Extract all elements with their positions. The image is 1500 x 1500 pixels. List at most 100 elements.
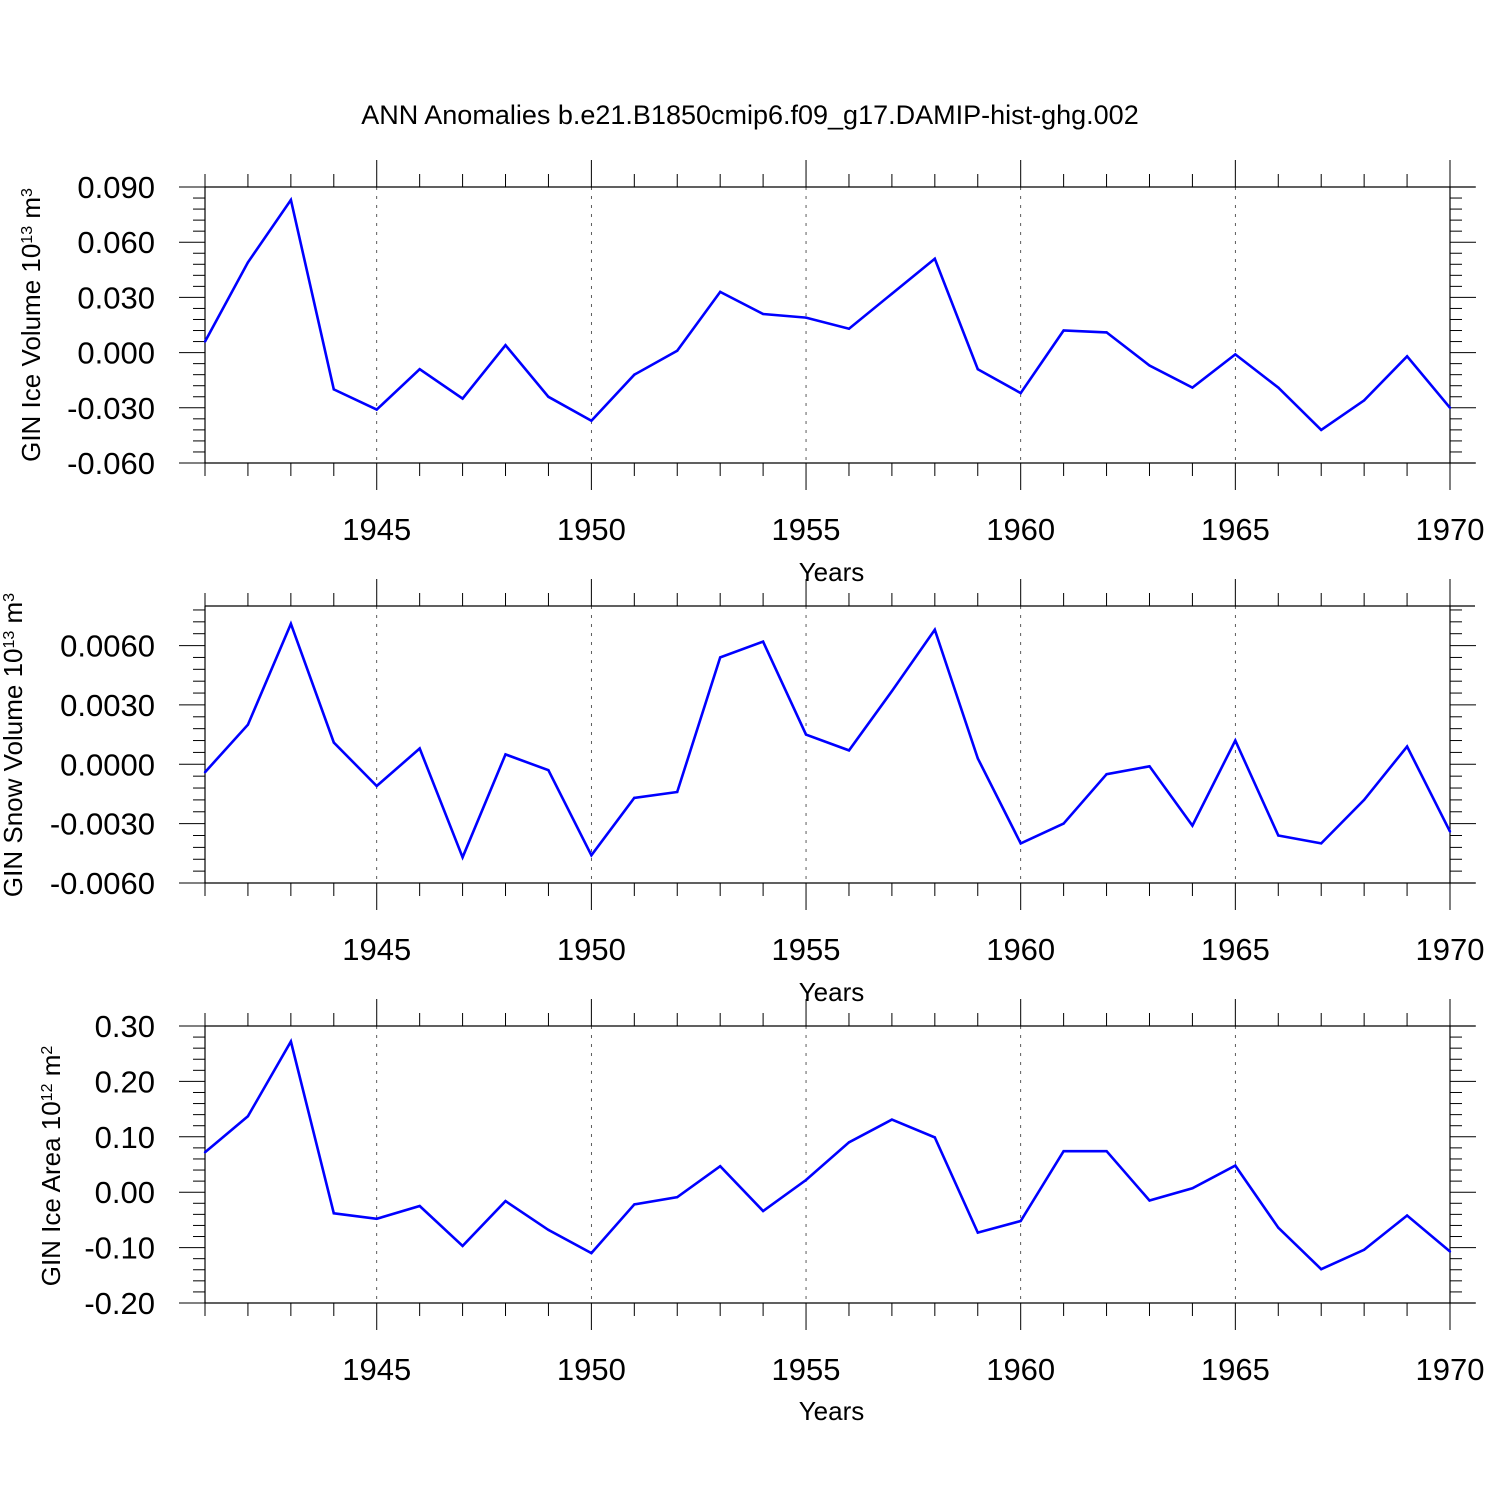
data-point <box>418 367 421 371</box>
y-tick-label: 0.00 <box>95 1175 155 1210</box>
x-tick-label: 1960 <box>986 1352 1055 1387</box>
y-axis-label-exp: 13 <box>19 226 36 244</box>
x-tick-label: 1965 <box>1201 932 1270 967</box>
y-axis-label: GIN Snow Volume 1013 m3 <box>0 593 28 897</box>
x-tick-label: 1955 <box>772 932 841 967</box>
x-tick-label: 1965 <box>1201 512 1270 547</box>
data-point <box>1405 745 1409 748</box>
data-point <box>1277 386 1280 389</box>
data-point <box>461 856 464 859</box>
data-point <box>976 367 979 371</box>
data-point <box>976 757 979 760</box>
series-line <box>204 620 1452 861</box>
data-point <box>461 397 464 400</box>
data-point <box>847 327 851 330</box>
panels: 1945 1950 1955 1960 1965 1970 Years -0.060 -0.03… <box>0 160 1484 1426</box>
y-tick-label: -0.20 <box>84 1286 155 1321</box>
data-point <box>761 640 765 643</box>
data-point <box>933 628 937 631</box>
data-point <box>1019 391 1022 395</box>
y-axis-label: GIN Ice Volume 1013 m3 <box>16 188 46 462</box>
data-point <box>933 257 937 260</box>
data-point <box>1191 1187 1194 1190</box>
series-line <box>204 1038 1451 1271</box>
data-point <box>1148 364 1151 367</box>
x-tick-label: 1945 <box>342 512 411 547</box>
chart-title: ANN Anomalies b.e21.B1850cmip6.f09_g17.D… <box>361 100 1138 130</box>
data-point <box>976 1231 979 1234</box>
x-tick-label: 1960 <box>986 512 1055 547</box>
y-tick-label: 0.20 <box>95 1064 155 1099</box>
y-axis-label-exp: 13 <box>1 631 18 649</box>
data-point <box>1062 822 1065 825</box>
data-point <box>1448 1250 1452 1253</box>
data-point <box>1362 798 1366 802</box>
data-point <box>504 344 507 347</box>
x-axis-label: Years <box>799 557 865 587</box>
data-point <box>633 1203 636 1206</box>
data-point <box>1320 842 1323 845</box>
data-point <box>804 316 808 319</box>
data-point <box>847 1141 851 1144</box>
data-point <box>676 790 679 794</box>
y-tick-label: 0.0030 <box>60 688 155 723</box>
data-point <box>203 771 207 774</box>
x-tick-label: 1950 <box>557 932 626 967</box>
x-tick-label: 1970 <box>1416 512 1485 547</box>
x-tick-label: 1960 <box>986 932 1055 967</box>
y-tick-label: 0.30 <box>95 1009 155 1044</box>
data-point <box>1234 1164 1237 1167</box>
y-axis-label-unit: m <box>16 197 46 226</box>
y-axis-label-unit-exp: 3 <box>1 593 18 602</box>
y-axis-label-unit-exp: 3 <box>19 188 36 197</box>
data-point <box>590 1251 593 1255</box>
y-tick-label: -0.0060 <box>50 866 155 901</box>
x-tick-label: 1950 <box>557 1352 626 1387</box>
data-point <box>547 1228 550 1232</box>
data-point <box>1062 329 1065 332</box>
data-point <box>1234 353 1237 356</box>
y-tick-label: -0.10 <box>84 1231 155 1266</box>
data-point <box>1148 1199 1151 1202</box>
x-tick-label: 1955 <box>772 512 841 547</box>
data-point <box>418 747 421 750</box>
data-point <box>1362 1248 1366 1252</box>
data-point <box>332 741 335 744</box>
y-axis-label-unit: m <box>36 1055 66 1084</box>
data-point <box>461 1244 464 1248</box>
x-tick-label: 1970 <box>1416 1352 1485 1387</box>
y-tick-label: -0.0030 <box>50 807 155 842</box>
data-point <box>1191 824 1194 827</box>
data-point <box>1148 765 1151 768</box>
data-point <box>1105 772 1108 776</box>
y-tick-label: 0.060 <box>77 225 155 260</box>
data-point <box>246 723 250 726</box>
y-axis-label: GIN Ice Area 1012 m2 <box>36 1046 66 1287</box>
data-point <box>547 769 550 772</box>
series-line <box>203 196 1451 432</box>
x-axis-label: Years <box>799 1396 865 1426</box>
y-tick-label: 0.0000 <box>60 747 155 782</box>
data-point <box>1191 386 1194 389</box>
y-axis-label-exp: 12 <box>39 1083 56 1101</box>
y-axis-label-unit-exp: 2 <box>39 1046 56 1055</box>
data-point <box>590 854 593 857</box>
data-point <box>246 1115 250 1118</box>
data-point <box>203 1151 207 1154</box>
x-tick-label: 1945 <box>342 932 411 967</box>
data-point <box>890 1118 894 1121</box>
y-tick-label: 0.10 <box>95 1120 155 1155</box>
data-point <box>289 1040 293 1043</box>
x-tick-label: 1945 <box>342 1352 411 1387</box>
data-point <box>847 749 851 752</box>
y-tick-label: 0.000 <box>77 336 155 371</box>
data-point <box>1019 1219 1022 1223</box>
data-point <box>1320 1268 1323 1271</box>
panel-1: 1945 1950 1955 1960 1965 1970 Years -0.060 -0.03… <box>16 160 1484 587</box>
data-point <box>890 689 894 693</box>
y-tick-label: 0.0060 <box>60 629 155 664</box>
data-point <box>718 1164 722 1168</box>
y-axis-label-unit: m <box>0 602 28 631</box>
data-point <box>804 733 808 736</box>
